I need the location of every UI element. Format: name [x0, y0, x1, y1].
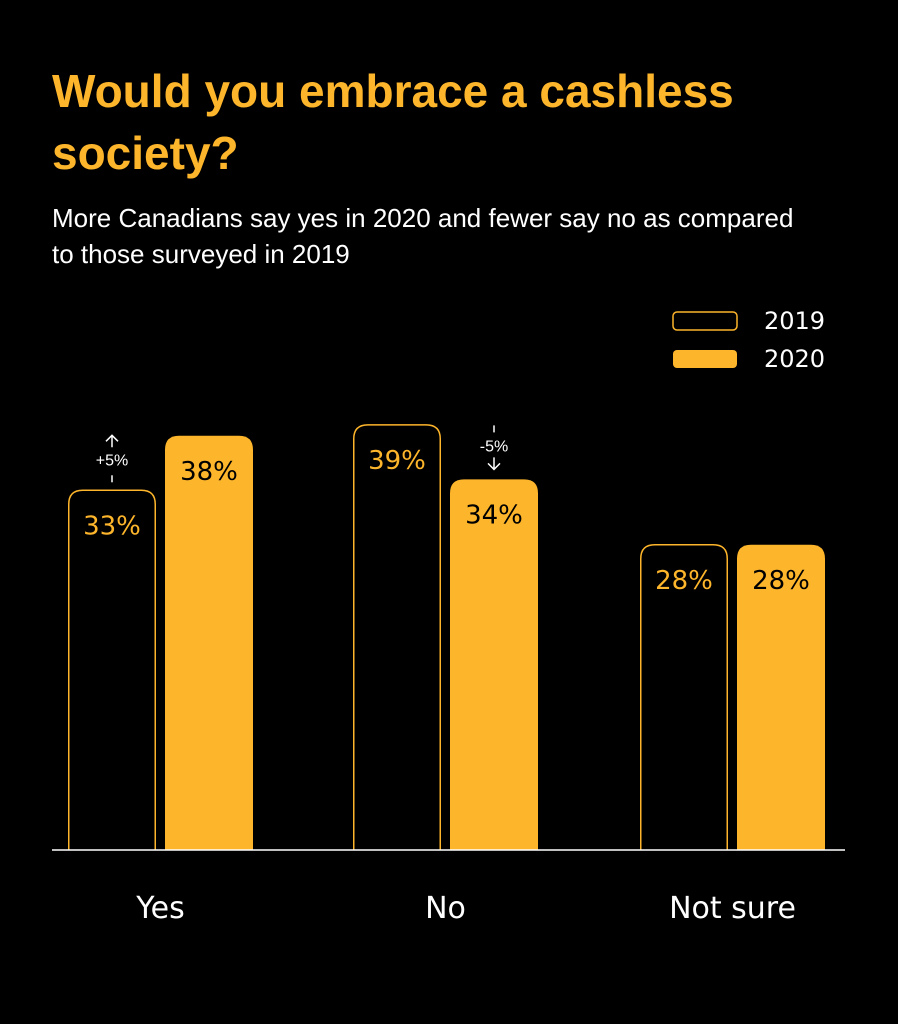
x-tick-label: No [425, 891, 466, 926]
data-label: 38% [180, 457, 238, 487]
data-label: 33% [83, 511, 141, 541]
legend-label-2019: 2019 [764, 307, 825, 335]
chart-subtitle: More Canadians say yes in 2020 and fewer… [52, 203, 794, 269]
chart-title: Would you embrace a cashless society? [52, 65, 734, 179]
bar-2020-no [450, 479, 538, 850]
change-annotation: +5% [96, 452, 128, 469]
data-label: 34% [465, 500, 523, 530]
bar-2020-yes [165, 435, 253, 850]
data-label: 39% [368, 446, 426, 476]
x-tick-label: Not sure [669, 891, 796, 926]
legend-label-2020: 2020 [764, 345, 825, 373]
legend-swatch-2019 [672, 311, 738, 331]
x-tick-label: Yes [135, 891, 184, 926]
change-annotation: -5% [480, 438, 508, 455]
arrow-up-icon [105, 434, 119, 448]
data-label: 28% [752, 566, 810, 596]
data-label: 28% [655, 566, 713, 596]
bar-2019-no [353, 424, 441, 850]
arrow-down-icon [487, 457, 501, 471]
bar-2020-not-sure [737, 544, 825, 850]
legend-swatch-2020 [673, 350, 737, 368]
bar-2019-not-sure [640, 544, 728, 850]
bar-2019-yes [68, 489, 156, 850]
